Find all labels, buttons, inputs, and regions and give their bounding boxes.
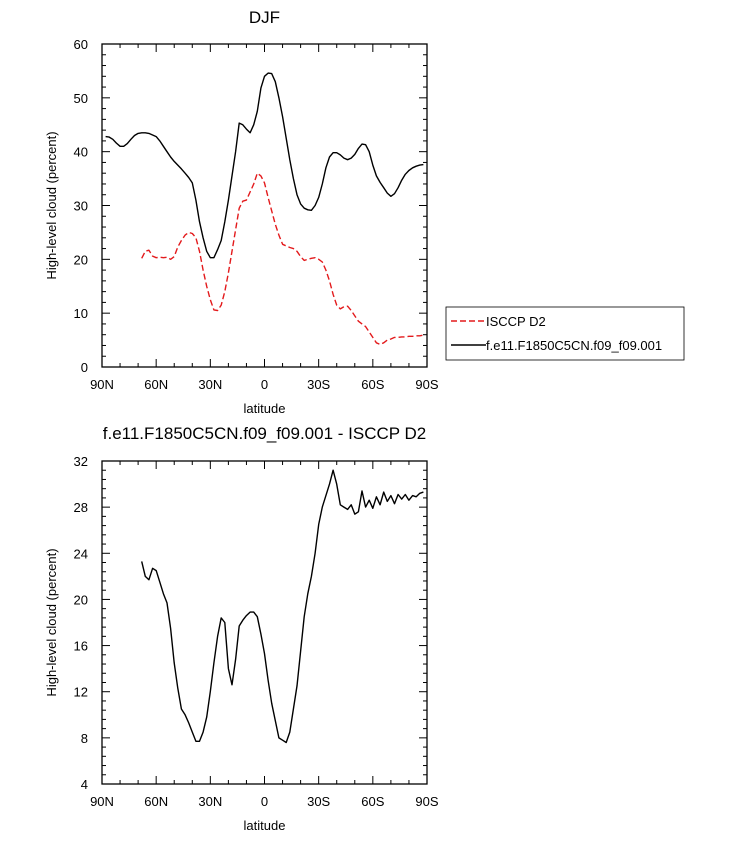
y-tick-label: 4 [81, 777, 88, 792]
x-tick-label: 90N [90, 377, 114, 392]
plot-frame [101, 460, 428, 785]
legend-label: ISCCP D2 [486, 314, 546, 329]
y-tick-label: 60 [74, 37, 88, 52]
y-tick-label: 30 [74, 199, 88, 214]
x-tick-label: 90N [90, 794, 114, 809]
y-tick-label: 20 [74, 592, 88, 607]
y-tick-label: 24 [74, 546, 88, 561]
plot-frame [101, 43, 428, 368]
series-line-difference [141, 469, 424, 744]
chart-panel-1: DJF 0 10 20 30 40 50 60 90N 60N 30N 0 30S 60S 90S latit… [44, 8, 685, 416]
y-tick-label: 28 [74, 500, 88, 515]
legend-label: f.e11.F1850C5CN.f09_f09.001 [486, 338, 662, 353]
x-tick-label: 30N [198, 377, 222, 392]
chart-title: DJF [249, 8, 280, 27]
y-tick-label: 12 [74, 685, 88, 700]
x-tick-label: 60S [361, 377, 384, 392]
series-line-isccp-d2 [141, 172, 424, 346]
x-tick-label: 30S [307, 794, 330, 809]
x-tick-label: 90S [415, 794, 438, 809]
chart-title: f.e11.F1850C5CN.f09_f09.001 - ISCCP D2 [103, 424, 427, 443]
y-tick-label: 40 [74, 145, 88, 160]
x-axis-label: latitude [244, 401, 286, 416]
y-tick-label: 32 [74, 454, 88, 469]
y-axis-label: High-level cloud (percent) [44, 548, 59, 696]
x-tick-label: 30S [307, 377, 330, 392]
x-tick-label: 60N [144, 377, 168, 392]
x-axis-label: latitude [244, 818, 286, 833]
series-line-f-e11-f1850c5cn-f09-f09-001 [105, 72, 424, 259]
x-tick-label: 90S [415, 377, 438, 392]
y-tick-label: 10 [74, 306, 88, 321]
y-axis-label: High-level cloud (percent) [44, 131, 59, 279]
y-tick-label: 8 [81, 731, 88, 746]
x-tick-label: 0 [261, 794, 268, 809]
x-tick-label: 30N [198, 794, 222, 809]
y-tick-label: 16 [74, 639, 88, 654]
chart-panel-2: f.e11.F1850C5CN.f09_f09.001 - ISCCP D2 4 8… [44, 424, 439, 833]
legend-box [445, 306, 685, 361]
x-tick-label: 60N [144, 794, 168, 809]
legend: ISCCP D2 f.e11.F1850C5CN.f09_f09.001 [445, 306, 685, 361]
x-tick-label: 60S [361, 794, 384, 809]
y-tick-label: 20 [74, 252, 88, 267]
y-tick-label: 0 [81, 360, 88, 375]
y-tick-label: 50 [74, 91, 88, 106]
x-tick-label: 0 [261, 377, 268, 392]
